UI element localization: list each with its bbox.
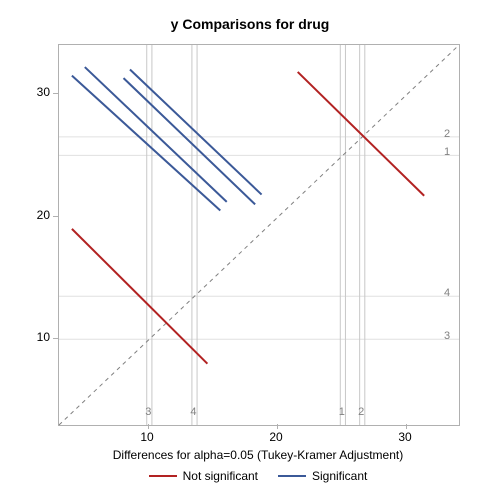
comparison-segment bbox=[298, 72, 424, 196]
legend-swatch bbox=[278, 475, 306, 477]
legend-label: Significant bbox=[312, 469, 367, 483]
chart-title: y Comparisons for drug bbox=[0, 0, 500, 36]
legend: Not significant Significant bbox=[58, 466, 458, 483]
group-label-bottom: 4 bbox=[190, 406, 196, 418]
plot-frame bbox=[58, 44, 460, 426]
comparison-segment bbox=[85, 67, 227, 202]
axis-caption: Differences for alpha=0.05 (Tukey-Kramer… bbox=[58, 448, 458, 462]
comparison-segment bbox=[130, 70, 262, 195]
group-label-bottom: 2 bbox=[358, 406, 364, 418]
legend-swatch bbox=[149, 475, 177, 477]
group-label-bottom: 1 bbox=[339, 406, 345, 418]
group-label-right: 1 bbox=[444, 146, 450, 158]
comparison-segment bbox=[72, 76, 220, 211]
plot-svg bbox=[59, 45, 459, 425]
y-tick-label: 10 bbox=[37, 330, 50, 344]
group-label-bottom: 3 bbox=[145, 406, 151, 418]
legend-item: Not significant bbox=[149, 469, 258, 483]
y-tick-label: 20 bbox=[37, 208, 50, 222]
x-tick-label: 20 bbox=[269, 430, 282, 444]
x-tick-label: 10 bbox=[140, 430, 153, 444]
group-label-right: 2 bbox=[444, 128, 450, 140]
group-label-right: 3 bbox=[444, 330, 450, 342]
x-tick-label: 30 bbox=[398, 430, 411, 444]
chart-container: y Comparisons for drug Differences for a… bbox=[0, 0, 500, 500]
legend-item: Significant bbox=[278, 469, 367, 483]
y-tick-label: 30 bbox=[37, 85, 50, 99]
group-label-right: 4 bbox=[444, 287, 450, 299]
legend-label: Not significant bbox=[183, 469, 258, 483]
